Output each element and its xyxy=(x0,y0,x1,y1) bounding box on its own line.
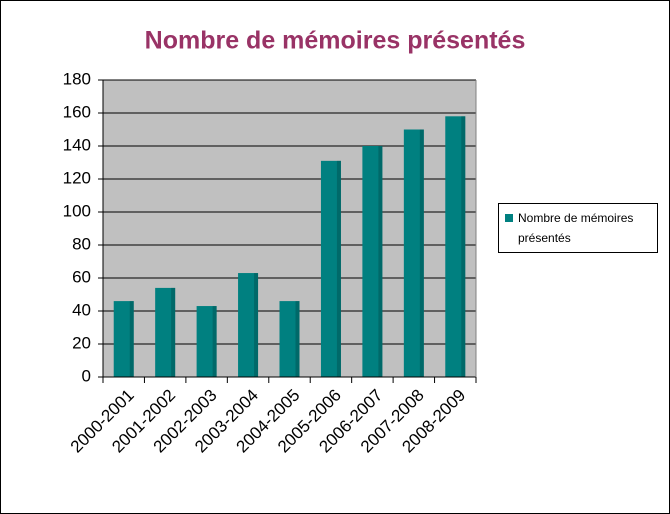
bar xyxy=(155,287,176,377)
bar xyxy=(196,306,217,377)
y-tick-label: 120 xyxy=(63,168,91,187)
bar xyxy=(279,301,300,377)
bar xyxy=(320,160,341,377)
legend-swatch xyxy=(505,214,513,222)
bar xyxy=(113,301,134,377)
bar-shade xyxy=(129,301,134,377)
bar-shade xyxy=(254,273,259,377)
bar-shade xyxy=(171,287,176,377)
y-tick-label: 180 xyxy=(63,69,91,88)
bar-shade xyxy=(419,129,424,377)
bar xyxy=(362,146,383,377)
legend: Nombre de mémoires présentés xyxy=(498,203,658,253)
y-tick-label: 140 xyxy=(63,135,91,154)
y-tick-label: 60 xyxy=(72,267,91,286)
y-tick-label: 100 xyxy=(63,201,91,220)
y-tick-label: 40 xyxy=(72,300,91,319)
chart-title: Nombre de mémoires présentés xyxy=(145,27,526,55)
bar-shade xyxy=(336,160,341,377)
y-tick-label: 80 xyxy=(72,234,91,253)
bar-shade xyxy=(295,301,300,377)
bar-shade xyxy=(212,306,217,377)
y-tick-label: 20 xyxy=(72,333,91,352)
y-tick-label: 160 xyxy=(63,102,91,121)
bar-shade xyxy=(461,116,466,378)
bar xyxy=(238,273,259,377)
bar-shade xyxy=(378,146,383,377)
bar xyxy=(403,129,424,377)
legend-label: Nombre de mémoires présentés xyxy=(518,211,634,245)
y-tick-label: 0 xyxy=(82,366,91,385)
bar xyxy=(445,116,466,378)
